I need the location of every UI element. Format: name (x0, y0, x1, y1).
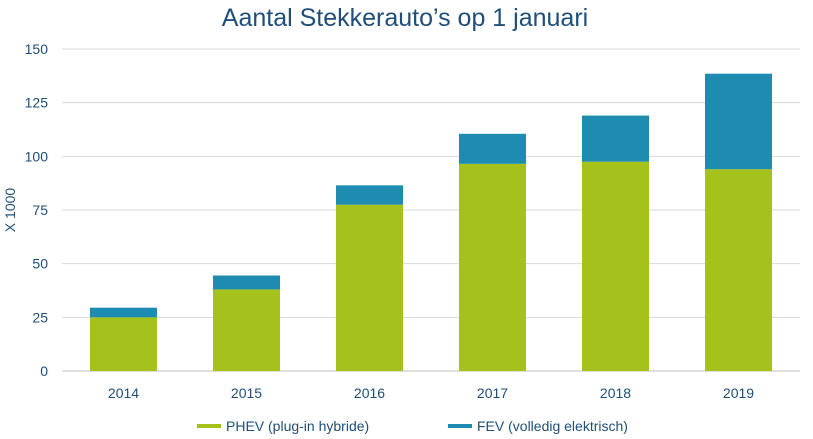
bar-phev-2019 (705, 169, 772, 371)
y-tick-label: 25 (32, 309, 48, 325)
x-tick-label: 2015 (231, 385, 262, 401)
bar-phev-2016 (336, 204, 403, 371)
bar-phev-2018 (582, 161, 649, 371)
bar-fev-2018 (582, 115, 649, 162)
y-tick-label: 50 (32, 256, 48, 272)
y-axis-ticks: 0 25 50 75 100 125 150 (25, 41, 49, 379)
bar-fev-2016 (336, 185, 403, 205)
bar-phev-2017 (459, 163, 526, 371)
legend-label-phev: PHEV (plug-in hybride) (226, 418, 369, 434)
bars (90, 73, 772, 371)
legend: PHEV (plug-in hybride) FEV (volledig elek… (197, 418, 628, 434)
y-tick-label: 75 (32, 202, 48, 218)
x-tick-label: 2017 (477, 385, 508, 401)
x-axis-ticks: 2014 2015 2016 2017 2018 2019 (108, 385, 754, 401)
y-tick-label: 125 (25, 95, 49, 111)
x-tick-label: 2016 (354, 385, 385, 401)
y-axis-title: X 1000 (2, 188, 18, 233)
gridlines (62, 48, 800, 372)
bar-fev-2014 (90, 307, 157, 318)
bar-fev-2015 (213, 275, 280, 290)
x-tick-label: 2014 (108, 385, 139, 401)
bar-phev-2014 (90, 317, 157, 371)
y-tick-label: 100 (25, 148, 49, 164)
bar-fev-2017 (459, 133, 526, 164)
y-tick-label: 0 (40, 363, 48, 379)
legend-label-fev: FEV (volledig elektrisch) (477, 418, 628, 434)
y-tick-label: 150 (25, 41, 49, 57)
chart-title: Aantal Stekkerauto’s op 1 januari (222, 4, 588, 32)
bar-fev-2019 (705, 73, 772, 170)
x-tick-label: 2018 (600, 385, 631, 401)
bar-phev-2015 (213, 289, 280, 371)
x-tick-label: 2019 (723, 385, 754, 401)
